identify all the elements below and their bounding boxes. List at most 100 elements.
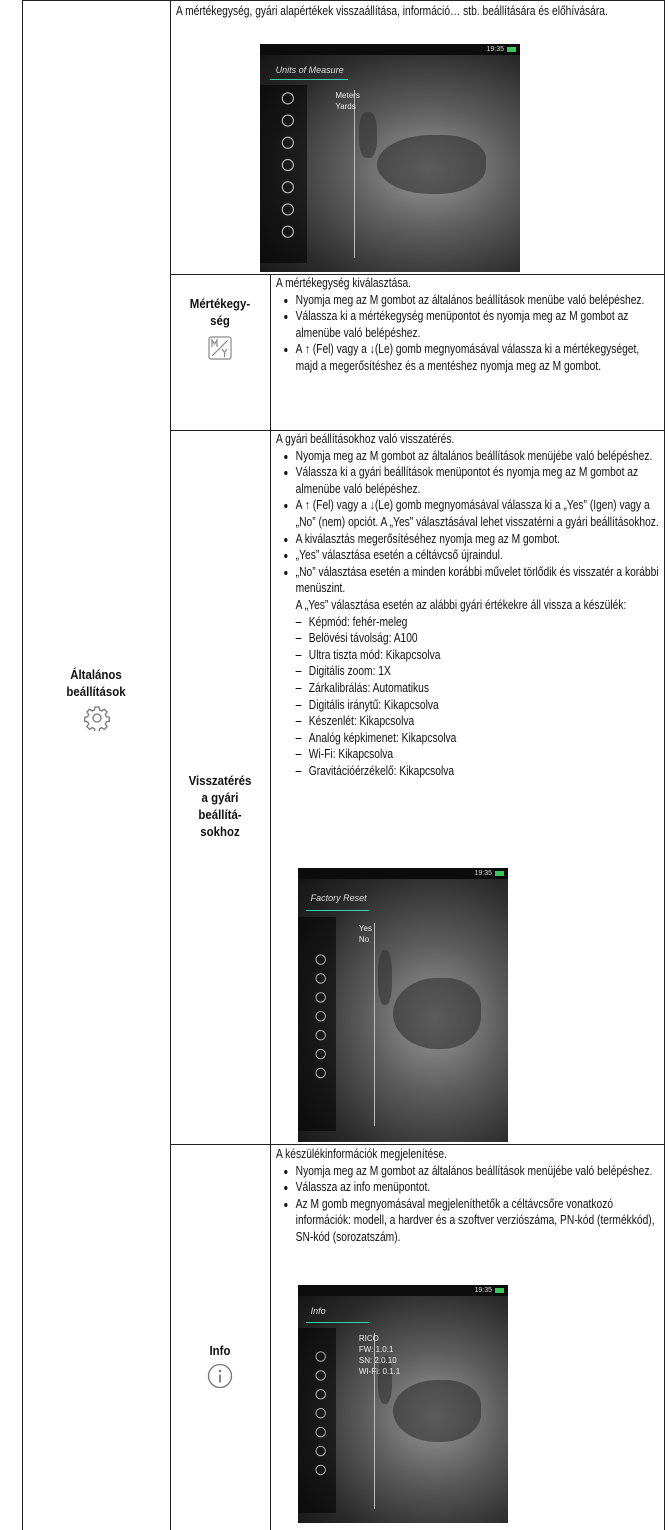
info-icon bbox=[207, 1363, 233, 1389]
table-border bbox=[664, 0, 665, 1530]
lead-text: A gyári beállításokhoz való visszatérés. bbox=[276, 432, 455, 446]
menu-option: Meters bbox=[335, 90, 360, 100]
menu-title: Factory Reset bbox=[310, 892, 367, 903]
menu-option: RICO bbox=[358, 1333, 379, 1343]
table-border bbox=[22, 0, 665, 1]
table-border bbox=[22, 0, 23, 1530]
row-label-line: beállítá- bbox=[198, 807, 242, 822]
menu-divider bbox=[353, 89, 355, 259]
row-label-line: Visszatérés bbox=[188, 773, 252, 788]
bird-neck bbox=[377, 1356, 393, 1404]
menu-icon bbox=[315, 1407, 326, 1419]
menu-sidebar bbox=[298, 917, 336, 1132]
default-item: Analóg képkimenet: Kikapcsolva bbox=[295, 730, 662, 747]
menu-icon bbox=[281, 181, 294, 194]
intro-text: A mértékegység, gyári alapértékek vissza… bbox=[176, 4, 608, 18]
table-border bbox=[170, 274, 664, 275]
bullet-item: Válassza ki a mértékegység menüpontot és… bbox=[296, 308, 662, 341]
table-border bbox=[170, 1144, 664, 1145]
battery bbox=[507, 47, 516, 52]
menu-options: Yes No bbox=[359, 923, 372, 945]
row-label-line: Info bbox=[209, 1343, 231, 1358]
status-time: 19:35 bbox=[474, 1287, 492, 1294]
menu-title: Units of Measure bbox=[275, 64, 344, 75]
default-item: Gravitációérzékelő: Kikapcsolva bbox=[295, 763, 662, 780]
bullet-item: Válassza az info menüpontot. bbox=[296, 1179, 662, 1196]
menu-option: SN: 2.0.10 bbox=[358, 1355, 397, 1365]
menu-option: Yes bbox=[358, 923, 372, 933]
menu-icon bbox=[281, 92, 294, 105]
menu-icon bbox=[315, 1464, 326, 1475]
row-label-line: a gyári bbox=[201, 790, 239, 805]
bird-shape bbox=[392, 977, 481, 1049]
menu-icon bbox=[315, 992, 326, 1003]
bird-shape bbox=[392, 1380, 481, 1443]
status-bar bbox=[298, 868, 508, 879]
menu-divider bbox=[373, 922, 375, 1126]
category-label: Általános beállítások bbox=[66, 667, 126, 699]
default-item: Zárkalibrálás: Automatikus bbox=[295, 680, 662, 697]
lead-text: A készülékinformációk megjelenítése. bbox=[276, 1147, 447, 1161]
bullet-item: A ↑ (Fel) vagy a ↓(Le) gomb megnyomásáva… bbox=[296, 341, 662, 374]
bullet-item: A kiválasztás megerősítéséhez nyomja meg… bbox=[296, 531, 662, 548]
status-time: 19:35 bbox=[486, 46, 504, 53]
menu-icon bbox=[281, 225, 294, 238]
title-line bbox=[306, 910, 370, 912]
bird-neck bbox=[377, 950, 393, 1005]
menu-icon bbox=[315, 973, 326, 985]
bullet-item: Nyomja meg az M gombot az általános beál… bbox=[296, 448, 662, 465]
status-bar bbox=[260, 44, 520, 55]
menu-icon bbox=[315, 1445, 326, 1457]
note-text: A „Yes” választása esetén az alábbi gyár… bbox=[295, 597, 627, 612]
menu-icon bbox=[315, 1030, 326, 1041]
menu-icon bbox=[281, 136, 294, 149]
menu-icon bbox=[315, 1426, 326, 1438]
bullet-item: A ↑ (Fel) vagy a ↓(Le) gomb megnyomásáva… bbox=[296, 497, 662, 530]
defaults-list: Képmód: fehér-meleg Belövési távolság: A1… bbox=[276, 614, 662, 780]
screenshot: 19:35 Factory Reset Yes No bbox=[298, 868, 508, 1142]
default-item: Ultra tiszta mód: Kikapcsolva bbox=[295, 647, 662, 664]
row-content: A készülékinformációk megjelenítése. Nyom… bbox=[276, 1146, 662, 1246]
text-block: A mértékegység kiválasztása. Nyomja meg a… bbox=[276, 275, 662, 375]
menu-options: Meters Yards bbox=[335, 90, 359, 112]
text-block: A gyári beállításokhoz való visszatérés.… bbox=[276, 431, 662, 779]
menu-title: Info bbox=[310, 1306, 326, 1317]
menu-icon bbox=[315, 1068, 326, 1079]
bullet-item: Nyomja meg az M gombot az általános beál… bbox=[296, 292, 662, 309]
default-item: Digitális zoom: 1X bbox=[295, 663, 662, 680]
bird-neck bbox=[358, 112, 377, 158]
menu-icons bbox=[315, 954, 326, 1079]
table-border bbox=[170, 430, 664, 431]
default-item: Belövési távolság: A100 bbox=[295, 630, 662, 647]
screenshot: 19:35 Units of Measure Meters Yards bbox=[260, 44, 520, 272]
table-border bbox=[170, 0, 171, 1530]
row-label: Visszatérés a gyári beállítá-sokhoz bbox=[185, 772, 255, 840]
bullet-item: „No” választása esetén a minden korábbi … bbox=[296, 564, 662, 597]
bullet-item: Az M gomb megnyomásával megjeleníthetők … bbox=[296, 1196, 662, 1246]
bullet-list: Nyomja meg az M gombot az általános beál… bbox=[276, 292, 662, 375]
row-label: Mértékegy-ség bbox=[185, 295, 255, 329]
menu-icon bbox=[281, 158, 294, 172]
bullet-item: Válassza ki a gyári beállítások menüpont… bbox=[296, 464, 662, 497]
battery bbox=[495, 871, 504, 876]
row-label-line: ség bbox=[210, 313, 230, 328]
row-content: A gyári beállításokhoz való visszatérés.… bbox=[276, 431, 662, 779]
row-content: A mértékegység kiválasztása. Nyomja meg a… bbox=[276, 275, 662, 375]
menu-divider bbox=[373, 1332, 375, 1509]
menu-option: Yards bbox=[335, 101, 356, 111]
title-line bbox=[306, 1321, 370, 1323]
screenshot: 19:35 Info RICO FW: 1.0.1 SN: 2.0.10 WI-Fi: 0… bbox=[298, 1285, 508, 1523]
menu-sidebar bbox=[260, 85, 307, 263]
menu-options: RICO FW: 1.0.1 SN: 2.0.10 WI-Fi: 0.1.1 bbox=[359, 1333, 400, 1377]
menu-icon bbox=[281, 203, 294, 216]
bullet-item: Nyomja meg az M gombot az általános beál… bbox=[296, 1163, 662, 1180]
menu-icon bbox=[281, 114, 294, 127]
battery bbox=[495, 1288, 504, 1293]
row-label-line: sokhoz bbox=[200, 824, 240, 839]
bullet-list: Nyomja meg az M gombot az általános beál… bbox=[276, 448, 662, 597]
menu-option: WI-Fi: 0.1.1 bbox=[358, 1366, 401, 1376]
menu-icon bbox=[315, 954, 326, 966]
title-line bbox=[270, 79, 349, 81]
